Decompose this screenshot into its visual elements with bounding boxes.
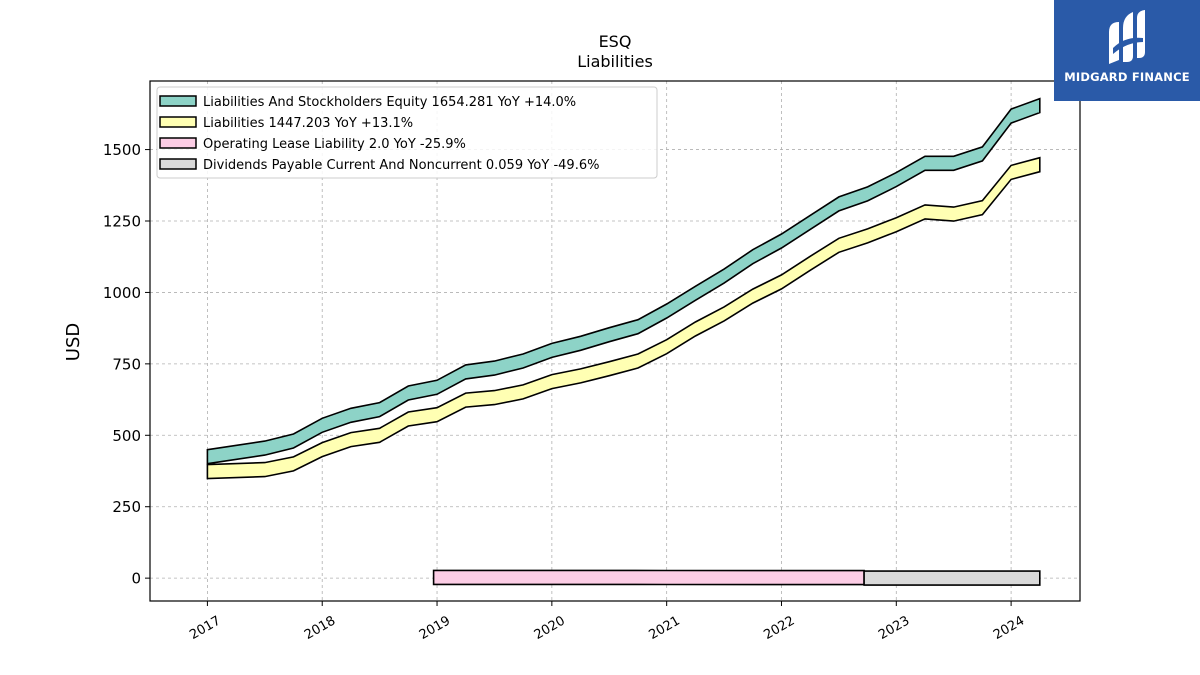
y-tick-label: 750	[112, 355, 141, 373]
y-ticks: 0 250 500 750 1000 1250 1500	[103, 141, 150, 588]
x-tick-label: 2023	[876, 613, 912, 643]
x-tick-label: 2018	[302, 613, 338, 643]
brand-mark-icon	[1109, 10, 1145, 64]
legend-box	[156, 86, 658, 179]
legend-swatch	[159, 137, 197, 149]
y-tick-label: 1500	[103, 141, 141, 159]
legend-swatch	[159, 158, 197, 170]
x-tick-label: 2022	[761, 613, 797, 643]
x-tick-label: 2021	[647, 613, 683, 643]
x-ticks: 2017 2018 2019 2020 2021 2022 2023 2024	[187, 601, 1027, 643]
chart-subtitle: Liabilities	[577, 52, 653, 71]
legend-label: Liabilities And Stockholders Equity 1654…	[203, 95, 576, 110]
legend-swatch	[159, 95, 197, 107]
x-tick-label: 2019	[417, 613, 453, 643]
series-band	[432, 569, 865, 586]
x-tick-label: 2017	[187, 613, 223, 643]
x-tick-label: 2020	[532, 613, 568, 643]
y-tick-label: 1250	[103, 213, 141, 231]
y-axis-label: USD	[63, 323, 84, 361]
y-tick-label: 1000	[103, 284, 141, 302]
legend-swatch	[159, 116, 197, 128]
x-tick-label: 2024	[991, 613, 1027, 643]
y-tick-label: 0	[131, 570, 141, 588]
plot-frame	[149, 80, 1081, 602]
brand-logo: MIDGARD FINANCE	[1054, 0, 1200, 101]
legend-label: Dividends Payable Current And Noncurrent…	[203, 158, 599, 173]
y-tick-label: 250	[112, 498, 141, 516]
series-layer	[206, 97, 1041, 586]
chart-title: ESQ	[599, 32, 632, 51]
series-band	[206, 156, 1041, 480]
y-tick-label: 500	[112, 427, 141, 445]
series-band	[863, 570, 1041, 586]
brand-name: MIDGARD FINANCE	[1064, 70, 1190, 84]
series-band	[206, 97, 1041, 465]
legend-label: Operating Lease Liability 2.0 YoY -25.9%	[203, 137, 466, 152]
legend: Liabilities And Stockholders Equity 1654…	[156, 86, 658, 179]
legend-label: Liabilities 1447.203 YoY +13.1%	[203, 116, 413, 131]
